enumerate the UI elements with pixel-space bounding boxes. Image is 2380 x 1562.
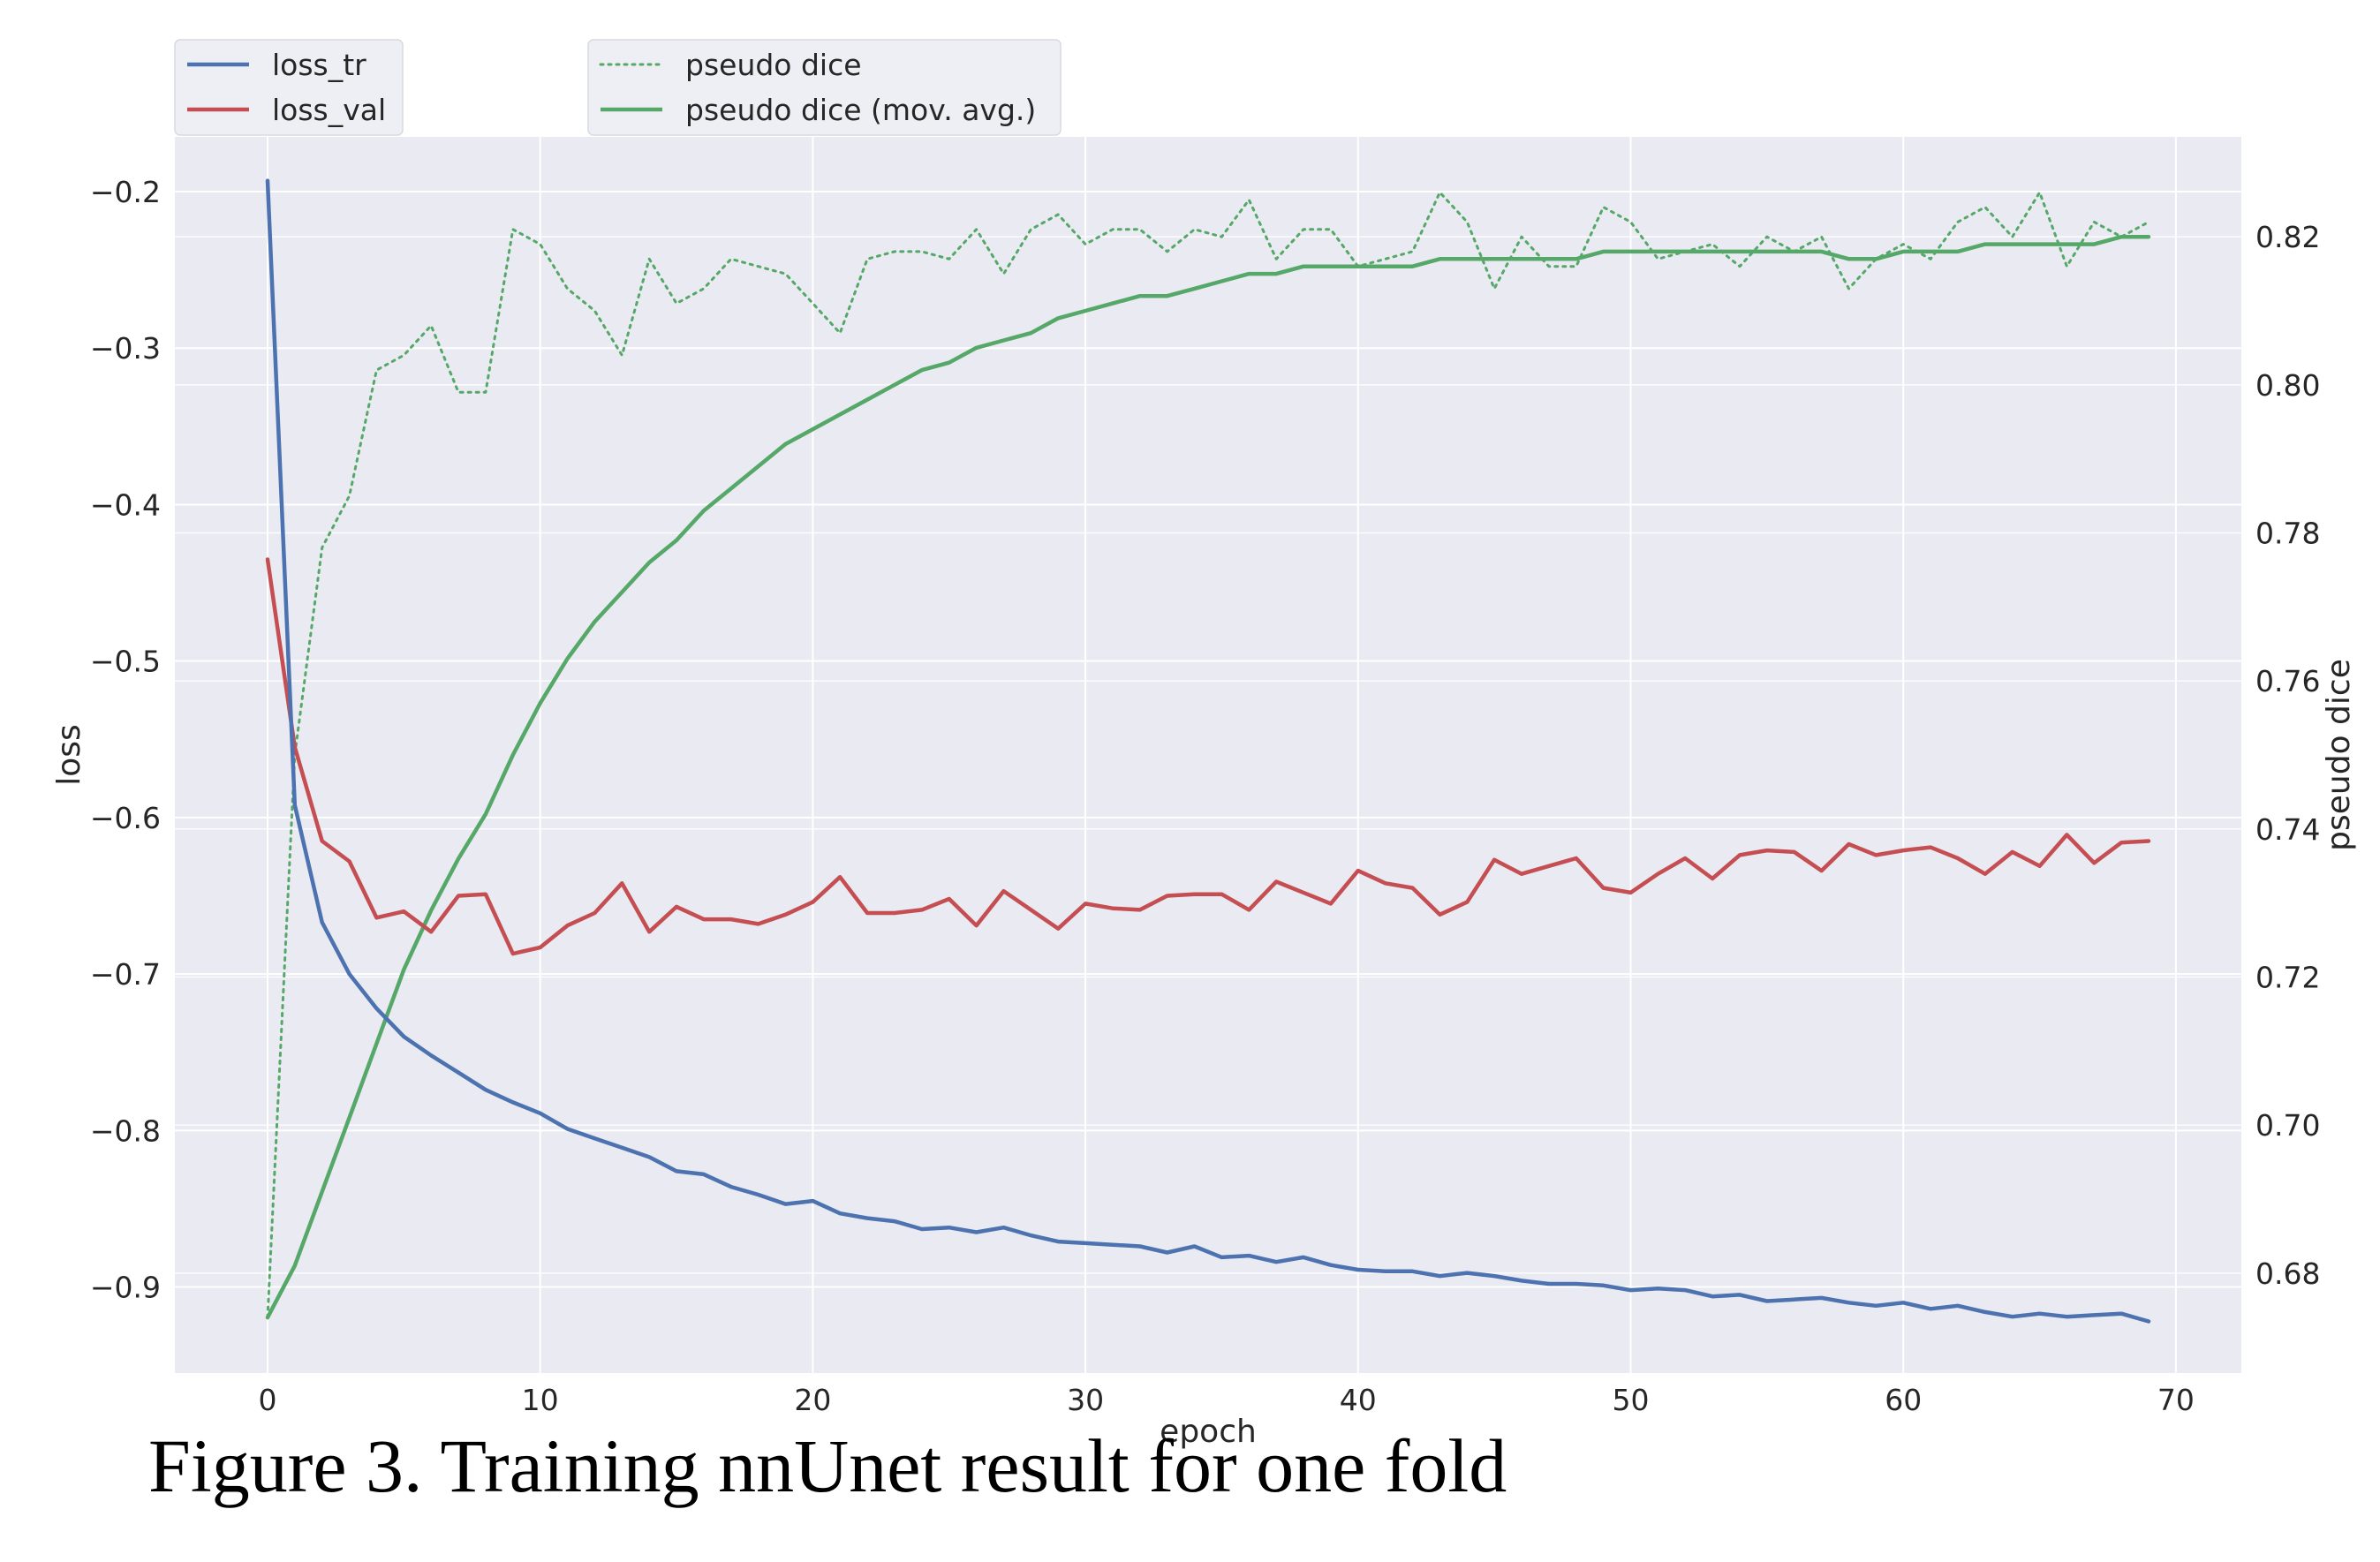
y-tick-label: −0.8 xyxy=(90,1113,161,1148)
legend-label: pseudo dice xyxy=(685,48,862,82)
y2-tick-label: 0.80 xyxy=(2255,368,2320,403)
y2-tick-label: 0.70 xyxy=(2255,1108,2320,1143)
legend-top-center: pseudo dice pseudo dice (mov. avg.) xyxy=(587,39,1062,136)
x-tick-label: 50 xyxy=(1612,1383,1649,1417)
y2-tick-label: 0.82 xyxy=(2255,220,2320,254)
x-tick-label: 40 xyxy=(1340,1383,1377,1417)
x-tick-label: 60 xyxy=(1885,1383,1922,1417)
figure-caption: Figure 3. Training nnUnet result for one… xyxy=(148,1423,1507,1508)
x-tick-label: 10 xyxy=(522,1383,559,1417)
ticks-layer: 0 10 20 30 40 50 60 70 −0.2 −0.3 −0.4 −0.5 −0.6 −0.7 −… xyxy=(90,175,2321,1417)
x-axis-label: epoch xyxy=(1160,1414,1257,1450)
y-tick-label: −0.3 xyxy=(90,331,161,366)
y2-tick-label: 0.78 xyxy=(2255,517,2320,551)
x-tick-label: 30 xyxy=(1067,1383,1104,1417)
legend-label: loss_val xyxy=(272,93,386,127)
x-tick-label: 70 xyxy=(2157,1383,2195,1417)
grid xyxy=(175,137,2241,1373)
series-line-pseudo-dice-mov-avg xyxy=(265,234,2151,1320)
y2-axis-label: pseudo dice xyxy=(2321,659,2357,851)
y-tick-label: −0.4 xyxy=(90,487,161,522)
y2-tick-label: 0.76 xyxy=(2255,664,2320,698)
legend-label: loss_tr xyxy=(272,48,366,82)
x-tick-label: 20 xyxy=(794,1383,831,1417)
series-line-pseudo-dice xyxy=(266,191,2150,1319)
y2-tick-label: 0.72 xyxy=(2255,960,2320,994)
series-layer xyxy=(265,178,2151,1324)
y-tick-label: −0.7 xyxy=(90,957,161,992)
legend-top-left: loss_tr loss_val xyxy=(174,39,404,136)
series-line-loss-tr xyxy=(265,178,2151,1324)
series-line-loss-val xyxy=(265,557,2151,956)
y-axis-label: loss xyxy=(51,724,87,786)
plot-area xyxy=(175,137,2241,1373)
x-tick-label: 0 xyxy=(258,1383,276,1417)
y2-tick-label: 0.74 xyxy=(2255,812,2320,847)
y2-tick-label: 0.68 xyxy=(2255,1256,2320,1291)
y-tick-label: −0.6 xyxy=(90,801,161,835)
y-tick-label: −0.9 xyxy=(90,1271,161,1305)
legend-layer: loss_tr loss_val pseudo dice pseudo dice (m… xyxy=(174,39,1062,136)
y-tick-label: −0.2 xyxy=(90,175,161,209)
legend-box xyxy=(587,39,1062,136)
legend-label: pseudo dice (mov. avg.) xyxy=(685,93,1036,127)
y-tick-label: −0.5 xyxy=(90,645,161,679)
